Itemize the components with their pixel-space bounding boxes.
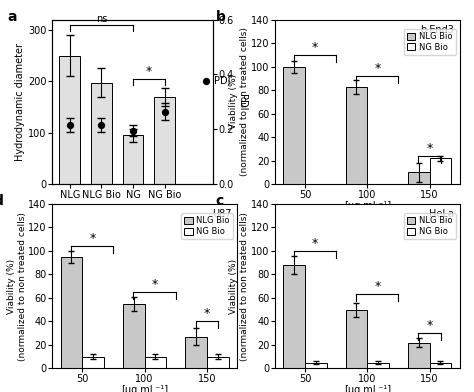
Y-axis label: PDI: PDI	[237, 94, 247, 110]
Point	[66, 122, 73, 129]
Legend: NLG Bio, NG Bio: NLG Bio, NG Bio	[404, 213, 456, 239]
Text: b.End3: b.End3	[420, 25, 454, 34]
Bar	[91, 83, 112, 184]
Bar	[367, 363, 389, 368]
Bar	[305, 363, 327, 368]
Text: d: d	[0, 194, 3, 208]
Bar	[429, 158, 451, 184]
Y-axis label: Viability (%)
(normalized to non treated cells): Viability (%) (normalized to non treated…	[229, 212, 249, 361]
Text: ns: ns	[96, 14, 107, 24]
Point	[202, 78, 210, 85]
Bar	[185, 337, 207, 368]
Text: *: *	[89, 232, 95, 245]
Bar	[82, 357, 104, 368]
X-axis label: [µg.mL⁻¹]: [µg.mL⁻¹]	[121, 385, 168, 392]
Point	[161, 109, 169, 115]
Y-axis label: Viability (%)
(normalized to non treated cells): Viability (%) (normalized to non treated…	[7, 212, 27, 361]
Y-axis label: Viability (%)
(normalized to non treated cells): Viability (%) (normalized to non treated…	[229, 27, 249, 176]
Text: *: *	[204, 307, 210, 320]
Text: c: c	[216, 194, 224, 208]
Text: b: b	[216, 10, 226, 24]
Bar	[346, 310, 367, 368]
Bar	[207, 357, 228, 368]
Bar	[155, 97, 175, 184]
Bar	[283, 67, 305, 184]
X-axis label: [µg.mL⁻¹]: [µg.mL⁻¹]	[344, 201, 391, 211]
Text: *: *	[151, 278, 158, 291]
Legend: NLG Bio, NG Bio: NLG Bio, NG Bio	[404, 29, 456, 55]
Text: *: *	[427, 319, 433, 332]
Bar	[283, 265, 305, 368]
Text: *: *	[312, 237, 318, 250]
Text: a: a	[7, 10, 17, 24]
Bar	[123, 135, 144, 184]
Text: *: *	[374, 62, 381, 75]
Bar	[408, 172, 429, 184]
Legend: NLG Bio, NG Bio: NLG Bio, NG Bio	[181, 213, 233, 239]
Text: PDI: PDI	[214, 76, 230, 86]
Point	[98, 122, 105, 129]
Bar	[61, 257, 82, 368]
Text: HeLa: HeLa	[429, 209, 454, 219]
Bar	[123, 304, 145, 368]
Y-axis label: Hydrodynamic diameter: Hydrodynamic diameter	[15, 43, 25, 161]
Text: *: *	[427, 142, 433, 155]
Text: *: *	[146, 65, 152, 78]
Point	[129, 128, 137, 134]
Bar	[429, 363, 451, 368]
Bar	[59, 56, 80, 184]
Text: *: *	[312, 41, 318, 54]
Bar	[145, 357, 166, 368]
Text: *: *	[374, 280, 381, 293]
X-axis label: [µg.mL⁻¹]: [µg.mL⁻¹]	[344, 385, 391, 392]
Text: U87: U87	[212, 209, 231, 219]
Bar	[346, 87, 367, 184]
Bar	[408, 343, 429, 368]
